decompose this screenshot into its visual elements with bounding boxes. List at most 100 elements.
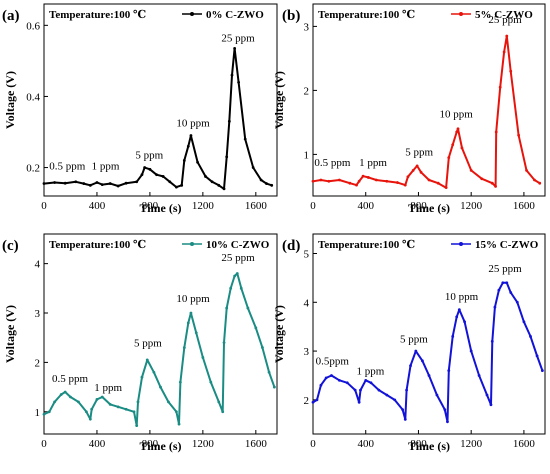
data-point (251, 166, 255, 169)
data-point (221, 410, 225, 414)
data-point (140, 173, 144, 177)
peak-label: 25 ppm (221, 32, 255, 44)
data-point (59, 393, 63, 396)
data-point (145, 358, 149, 362)
data-point (319, 383, 323, 387)
data-point (505, 34, 509, 38)
data-point (132, 410, 136, 414)
data-point (405, 388, 408, 392)
data-point (359, 388, 362, 392)
data-point (84, 410, 88, 414)
data-point (529, 335, 532, 338)
data-point (168, 180, 172, 184)
x-axis-title: Time (s) (408, 439, 450, 453)
data-point (182, 346, 186, 349)
peak-label: 10 ppm (176, 293, 210, 305)
data-point (348, 181, 352, 185)
y-tick-label: 4 (304, 297, 310, 309)
data-point (230, 73, 234, 77)
y-tick-label: 1 (304, 149, 310, 161)
temperature-annotation: Temperature:100 ℃ (318, 9, 415, 21)
data-point (419, 170, 423, 174)
peak-label: 1 ppm (359, 157, 387, 169)
data-point (477, 374, 481, 377)
data-point (319, 178, 323, 182)
data-point (535, 354, 539, 358)
data-point (455, 130, 459, 134)
data-point (95, 398, 99, 401)
data-point (53, 400, 56, 404)
peak-label: 25 ppm (488, 263, 522, 275)
data-point (451, 143, 455, 147)
y-tick-label: 4 (35, 259, 41, 271)
data-point (497, 288, 501, 292)
data-point (243, 137, 247, 141)
temperature-annotation: Temperature:100 ℃ (49, 239, 146, 251)
x-tick-label: 800 (142, 200, 159, 212)
data-point (254, 326, 258, 330)
data-point (233, 47, 237, 50)
data-point (217, 183, 221, 187)
data-point (95, 181, 99, 184)
data-point (403, 417, 407, 421)
data-point (177, 422, 181, 426)
data-point (415, 164, 419, 168)
data-point (411, 169, 415, 172)
data-point (152, 370, 156, 374)
data-point (261, 346, 264, 349)
data-point (239, 286, 243, 290)
panel-2: 0 400 800 1200 1600 1 2 3 Time (s) Voltage (V) (b)… (272, 3, 546, 215)
plot-frame (312, 3, 546, 197)
data-point (222, 341, 226, 345)
y-axis-title: Voltage (V) (3, 71, 17, 129)
data-point (489, 403, 493, 407)
x-tick-label: 0 (310, 438, 316, 450)
data-point (517, 133, 521, 137)
y-tick-label: 1 (35, 407, 41, 419)
x-tick-label: 1600 (513, 438, 536, 450)
data-point (469, 169, 473, 172)
panel-1: 0 400 800 1200 1600 0.2 0.4 0.6 Time (s) Voltage … (2, 3, 278, 215)
data-point (167, 400, 170, 404)
data-point (427, 178, 431, 182)
data-point (490, 181, 494, 185)
data-point (456, 127, 460, 131)
x-tick-label: 0 (41, 438, 47, 450)
data-point (227, 119, 231, 123)
data-point (505, 281, 509, 285)
y-tick-label: 3 (35, 308, 41, 320)
data-point (463, 320, 466, 324)
data-point (124, 181, 128, 185)
data-point (201, 356, 205, 359)
data-point (204, 175, 207, 178)
data-point (265, 182, 268, 185)
data-point (457, 308, 461, 312)
data-point (447, 369, 451, 372)
x-tick-label: 800 (410, 438, 427, 450)
panel-4: 0 400 800 1200 1600 2 3 4 5 Time (s) Voltage (V) (d… (272, 233, 546, 453)
data-point (63, 181, 67, 185)
x-axis-title: Time (s) (139, 439, 181, 453)
data-point (361, 174, 365, 178)
data-point (427, 374, 431, 377)
x-tick-label: 1200 (460, 200, 483, 212)
data-point (436, 181, 440, 185)
data-point (108, 182, 112, 185)
data-point (222, 187, 226, 191)
data-point (161, 175, 165, 178)
data-point (135, 180, 139, 184)
data-point (502, 50, 506, 54)
data-point (124, 407, 128, 411)
data-point (446, 420, 449, 424)
data-point (395, 181, 399, 184)
data-point (414, 349, 418, 353)
data-point (235, 272, 239, 275)
peak-label: 10 ppm (445, 291, 479, 303)
data-point (88, 417, 92, 421)
data-point (364, 378, 368, 382)
legend-label: 0% C-ZWO (206, 9, 264, 21)
peak-label: 1 ppm (92, 160, 120, 172)
data-point (494, 185, 497, 188)
data-point (74, 180, 78, 184)
